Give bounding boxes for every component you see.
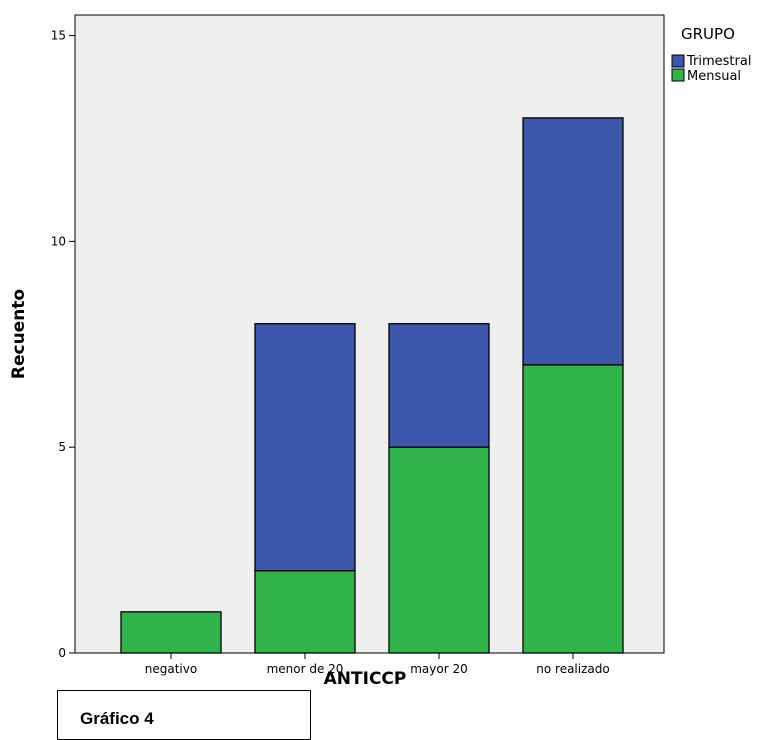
bar-mensual-1	[254, 570, 356, 654]
legend-swatch-trimestral	[671, 54, 685, 68]
x-tick-label: negativo	[145, 662, 197, 676]
x-tick-label: menor de 20	[267, 662, 344, 676]
y-tick-label: 0	[58, 646, 66, 660]
x-tick-label: no realizado	[536, 662, 609, 676]
y-tick-label: 10	[51, 234, 66, 248]
y-tick-label: 5	[58, 440, 66, 454]
x-axis-label: ANTICCP	[324, 669, 407, 689]
bar-mensual-0	[120, 611, 222, 654]
x-tick-label: mayor 20	[410, 662, 468, 676]
y-axis: 0 5 10 15	[51, 29, 75, 660]
y-tick-label: 15	[51, 29, 66, 43]
bars	[120, 117, 624, 654]
bar-trimestral-1	[254, 323, 356, 572]
caption-text: Gráfico 4	[80, 709, 154, 728]
y-axis-label: Recuento	[9, 289, 29, 379]
x-axis: negativo menor de 20 mayor 20 no realizado	[145, 653, 610, 676]
bar-mensual-3	[522, 364, 624, 654]
legend-swatch-mensual	[671, 68, 685, 82]
bar-mensual-2	[388, 446, 490, 654]
legend: GRUPO Trimestral Mensual	[671, 25, 751, 84]
caption-box: Gráfico 4	[57, 690, 311, 740]
bar-trimestral-3	[522, 117, 624, 366]
legend-title: GRUPO	[681, 25, 735, 43]
legend-label-trimestral: Trimestral	[686, 54, 751, 69]
legend-label-mensual: Mensual	[687, 69, 741, 84]
bar-trimestral-2	[388, 323, 490, 448]
